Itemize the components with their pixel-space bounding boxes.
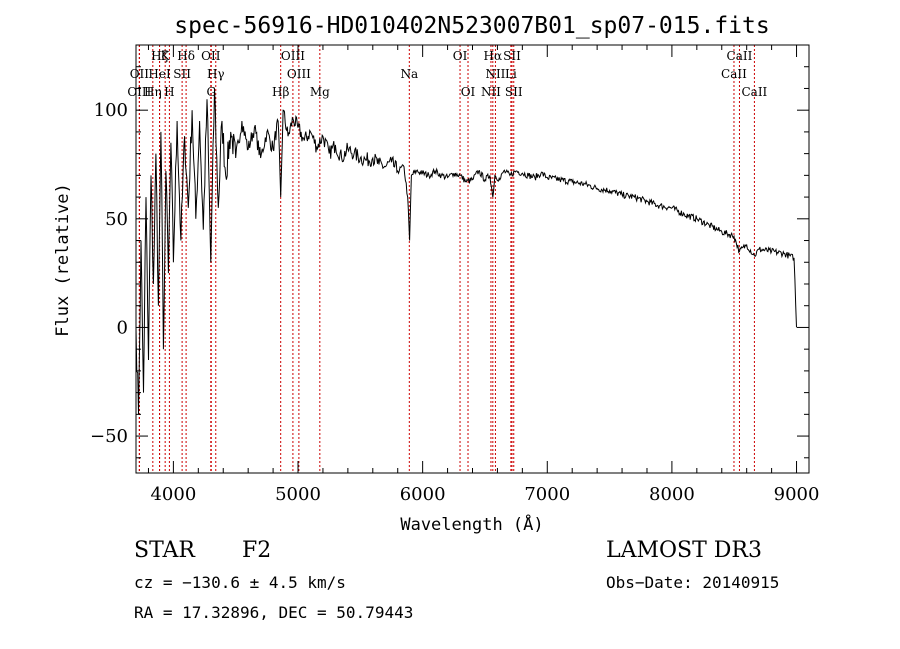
line-marker-label-7: H <box>164 85 174 99</box>
spectrum-chart: spec-56916-HD010402N523007B01_sp07-015.f… <box>53 13 819 535</box>
line-marker-label-11: G <box>206 85 216 99</box>
y-axis-label: Flux (relative) <box>53 183 73 337</box>
x-tick-label-0: 4000 <box>150 484 196 505</box>
x-tick-label-4: 8000 <box>649 484 695 505</box>
line-marker-label-13: OIII <box>287 67 311 81</box>
line-marker-label-4: HeI <box>148 67 171 81</box>
line-marker-label-18: OI <box>461 85 476 99</box>
line-marker-label-16: Na <box>400 67 418 81</box>
chart-title: spec-56916-HD010402N523007B01_sp07-015.f… <box>174 13 769 39</box>
line-marker-label-3: K <box>161 49 171 63</box>
spectrum-series-flux <box>135 88 797 415</box>
line-marker-label-12: OIII <box>281 49 305 63</box>
y-tick-label-0: −50 <box>90 426 128 447</box>
line-marker-label-15: Mg <box>310 85 330 99</box>
line-marker-label-23: NII <box>481 85 501 99</box>
line-marker-label-5: Hη <box>144 85 162 99</box>
line-marker-label-10: Hγ <box>207 67 225 81</box>
line-marker-label-17: OI <box>453 49 468 63</box>
line-marker-label-2: OIII <box>127 85 151 99</box>
line-marker-label-22: Li <box>505 67 517 81</box>
line-marker-label-6: SII <box>173 67 191 81</box>
y-tick-label-3: 100 <box>94 100 128 121</box>
line-marker-label-20: SII <box>503 49 521 63</box>
x-axis-label: Wavelength (Å) <box>400 513 543 535</box>
object-subclass: F2 <box>242 538 272 563</box>
line-marker-label-1: OII <box>130 67 150 81</box>
line-marker-label-19: Hα <box>484 49 503 63</box>
x-tick-label-2: 6000 <box>400 484 446 505</box>
redshift-cz: cz = −130.6 ± 4.5 km/s <box>134 573 346 592</box>
line-marker-label-14: Hβ <box>272 85 289 99</box>
line-marker-label-25: CaII <box>727 49 753 63</box>
y-tick-label-1: 0 <box>117 317 128 338</box>
line-markers <box>138 45 755 473</box>
plot-frame <box>135 44 810 474</box>
line-marker-label-21: NII <box>485 67 505 81</box>
line-marker-label-26: CaII <box>721 67 747 81</box>
survey-label: LAMOST DR3 <box>606 538 762 563</box>
y-tick-label-2: 50 <box>105 209 128 230</box>
x-tick-label-5: 9000 <box>774 484 820 505</box>
x-tick-label-1: 5000 <box>275 484 321 505</box>
line-marker-label-8: Hδ <box>177 49 195 63</box>
coordinates: RA = 17.32896, DEC = 50.79443 <box>134 603 414 622</box>
axis-ticks: 4000 5000 6000 7000 8000 9000 −50 0 50 100 <box>90 45 819 505</box>
observation-date: Obs−Date: 20140915 <box>606 573 780 592</box>
line-marker-label-24: SII <box>505 85 523 99</box>
object-class: STAR <box>134 538 195 563</box>
line-marker-label-9: OII <box>201 49 221 63</box>
line-marker-label-0: Hζ <box>151 49 168 63</box>
line-marker-label-27: CaII <box>741 85 767 99</box>
x-tick-label-3: 7000 <box>524 484 570 505</box>
